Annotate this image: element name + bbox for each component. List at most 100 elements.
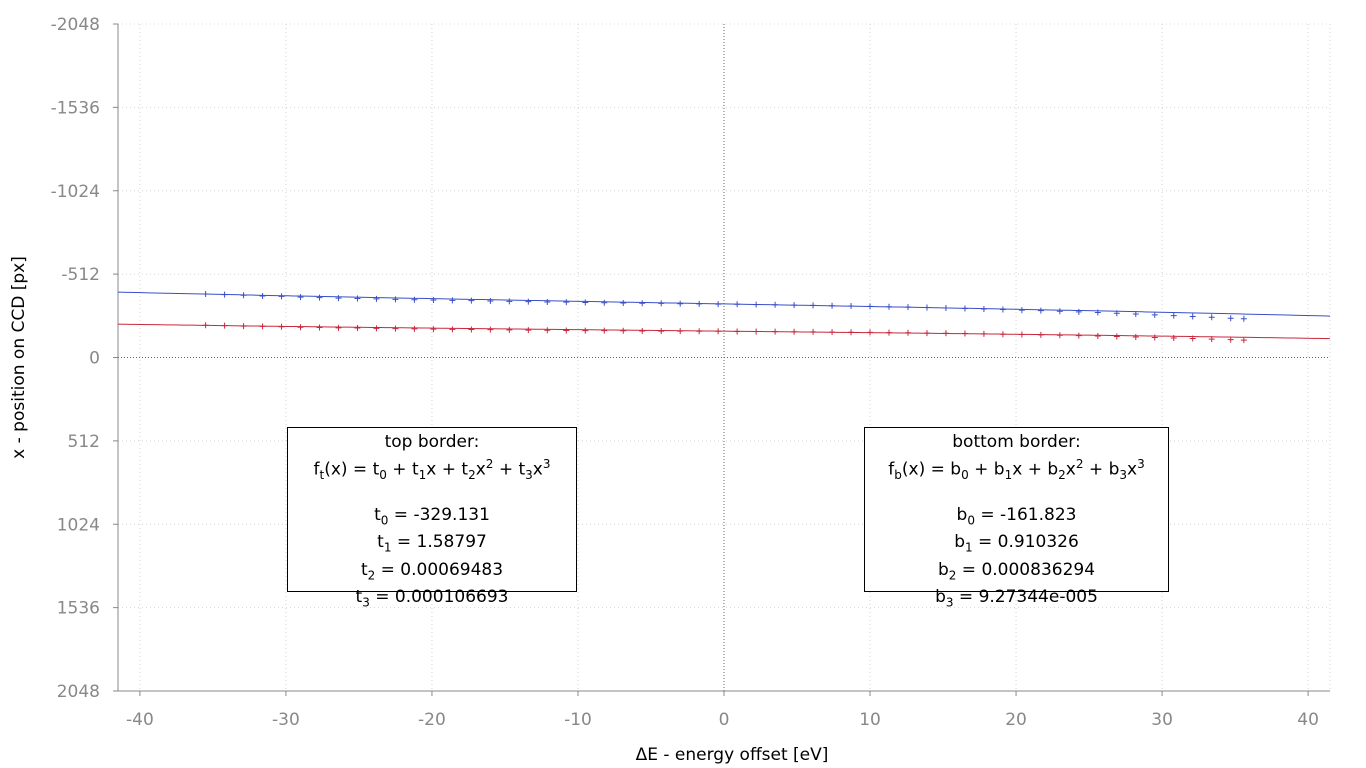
series-0-point <box>1113 310 1120 317</box>
x-tick-label: 10 <box>859 710 881 730</box>
series-1-point <box>354 325 361 332</box>
series-1-point <box>639 327 646 334</box>
series-0-point <box>221 291 228 298</box>
y-axis-label: x - position on CCD [px] <box>9 256 29 459</box>
series-0-point <box>430 297 437 304</box>
series-0-point <box>1208 314 1215 321</box>
series-0-point <box>202 290 209 297</box>
series-1-point <box>240 323 247 330</box>
series-1-point <box>980 330 987 337</box>
series-0-point <box>449 297 456 304</box>
y-tick-label: 0 <box>89 349 100 369</box>
annotation-param: t3 = 0.000106693 <box>355 587 509 610</box>
series-0-point <box>259 292 266 299</box>
series-0-point <box>1189 313 1196 320</box>
annotation-heading: top border: <box>384 432 480 452</box>
series-1-point <box>810 328 817 335</box>
series-1-point <box>1018 331 1025 338</box>
x-axis-label: ΔE - energy offset [eV] <box>636 745 829 765</box>
series-1-point <box>335 324 342 331</box>
series-1-point <box>411 325 418 332</box>
series-0-point <box>468 297 475 304</box>
series-1-point <box>1227 336 1234 343</box>
y-tick-label: 1536 <box>57 599 100 619</box>
series-0-point <box>1037 307 1044 314</box>
series-0-point <box>829 302 836 309</box>
top-border-fit-annotation: top border: ft(x) = t0 + t1x + t2x2 + t3… <box>287 427 577 610</box>
series-1-point <box>582 327 589 334</box>
series-1-point <box>468 326 475 333</box>
series-0-point <box>753 301 760 308</box>
y-tick-label: 512 <box>68 432 100 452</box>
annotation-param: b2 = 0.000836294 <box>937 559 1096 583</box>
series-1-point <box>221 322 228 329</box>
series-0-point <box>980 305 987 312</box>
x-tick-label: -40 <box>126 710 154 730</box>
series-0-point <box>601 299 608 306</box>
series-1-point <box>1075 332 1082 339</box>
series-0-point <box>791 302 798 309</box>
series-0-point <box>620 299 627 306</box>
series-1-point <box>525 327 532 334</box>
annotation-param: b3 = 9.27344e-005 <box>935 587 1098 610</box>
series-1-point <box>487 326 494 333</box>
series-0-point <box>923 304 930 311</box>
x-tick-label: 40 <box>1297 710 1319 730</box>
series-1-point <box>923 330 930 337</box>
annotation-param: b0 = -161.823 <box>956 505 1077 528</box>
series-0-point <box>810 302 817 309</box>
y-tick-label: 2048 <box>57 682 100 702</box>
x-tick-label: -10 <box>564 710 592 730</box>
series-0-point <box>904 304 911 311</box>
series-0-point <box>1094 309 1101 316</box>
series-1-point <box>1094 333 1101 340</box>
annotation-heading: bottom border: <box>952 432 1081 452</box>
series-0-point <box>563 299 570 306</box>
x-tick-label: -30 <box>272 710 300 730</box>
annotation-param: t0 = -329.131 <box>374 505 490 528</box>
series-1-point <box>904 329 911 336</box>
series-1-point <box>1189 335 1196 342</box>
series-0-point <box>1075 308 1082 315</box>
series-0-point <box>772 301 779 308</box>
series-1-point <box>677 328 684 335</box>
series-1-point <box>1113 333 1120 340</box>
series-1-point <box>1240 337 1247 344</box>
series-1-point <box>999 331 1006 338</box>
series-1-point <box>620 327 627 334</box>
series-1-point <box>942 330 949 337</box>
series-0-point <box>848 303 855 310</box>
series-1-point <box>430 326 437 333</box>
x-tick-label: -20 <box>418 710 446 730</box>
series-1-point <box>449 326 456 333</box>
x-tick-label: 20 <box>1005 710 1027 730</box>
series-0-point <box>1240 315 1247 322</box>
series-0-point <box>1170 312 1177 319</box>
series-0-point <box>525 298 532 305</box>
annotation-param: t1 = 1.58797 <box>377 532 487 555</box>
series-1-point <box>1170 334 1177 341</box>
series-1-point <box>1208 336 1215 343</box>
series-0-point <box>867 303 874 310</box>
series-0-point <box>278 293 285 300</box>
annotation-formula: ft(x) = t0 + t1x + t2x2 + t3x3 <box>313 457 551 483</box>
series-1-point <box>601 327 608 334</box>
y-tick-label: -2048 <box>51 15 100 35</box>
series-1-point <box>1037 331 1044 338</box>
series-0-point <box>544 298 551 305</box>
series-0-point <box>506 298 513 305</box>
series-0-point <box>335 295 342 302</box>
series-0-point <box>487 297 494 304</box>
series-1-point <box>753 328 760 335</box>
annotation-param: t2 = 0.00069483 <box>360 559 504 583</box>
series-1-point <box>392 325 399 332</box>
series-1-point <box>791 328 798 335</box>
series-1-point <box>563 327 570 334</box>
series-1-point <box>867 329 874 336</box>
y-tick-label: 1024 <box>57 515 100 535</box>
series-0-point <box>886 303 893 310</box>
series-0-point <box>1132 311 1139 318</box>
series-0-point <box>297 294 304 301</box>
series-0-point <box>715 301 722 308</box>
series-1-point <box>829 329 836 336</box>
